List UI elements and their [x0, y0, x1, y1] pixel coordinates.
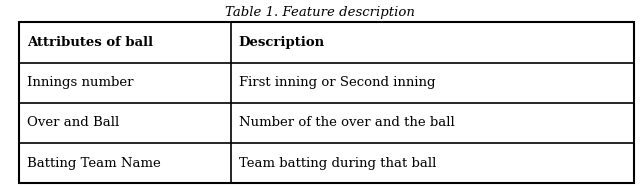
Bar — [19, 22, 634, 183]
Text: Table 1. Feature description: Table 1. Feature description — [225, 6, 415, 19]
Text: Team batting during that ball: Team batting during that ball — [239, 157, 436, 170]
Text: Innings number: Innings number — [27, 76, 133, 89]
Text: Batting Team Name: Batting Team Name — [27, 157, 161, 170]
Text: Description: Description — [239, 36, 325, 49]
Text: First inning or Second inning: First inning or Second inning — [239, 76, 435, 89]
Text: Attributes of ball: Attributes of ball — [27, 36, 153, 49]
Text: Number of the over and the ball: Number of the over and the ball — [239, 117, 454, 129]
Text: Over and Ball: Over and Ball — [27, 117, 119, 129]
